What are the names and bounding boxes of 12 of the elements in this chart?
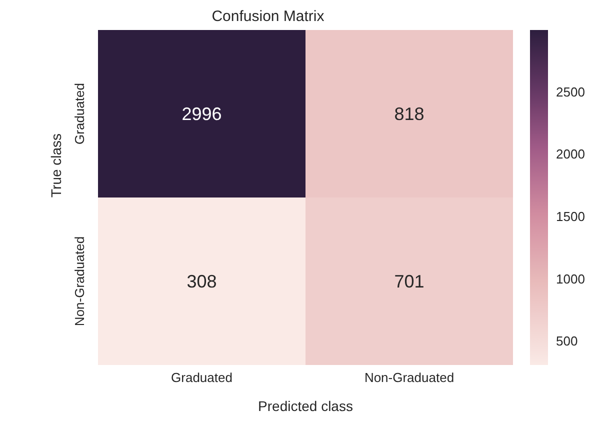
color-bar-label: 2000 [556,146,585,162]
data-label: 2996 [182,104,222,124]
y-axis-title: True class [48,133,64,198]
data-label: 701 [394,272,424,292]
color-bar-label: 1000 [556,271,585,286]
data-label: 818 [394,104,424,124]
x-axis-title: Predicted class [258,398,353,414]
data-label: 308 [186,272,217,292]
color-bar-label: 2500 [556,84,585,100]
chart-title: Confusion Matrix [210,8,326,25]
color-bar-label: 1500 [556,208,585,224]
color-bar-label: 500 [556,334,578,349]
